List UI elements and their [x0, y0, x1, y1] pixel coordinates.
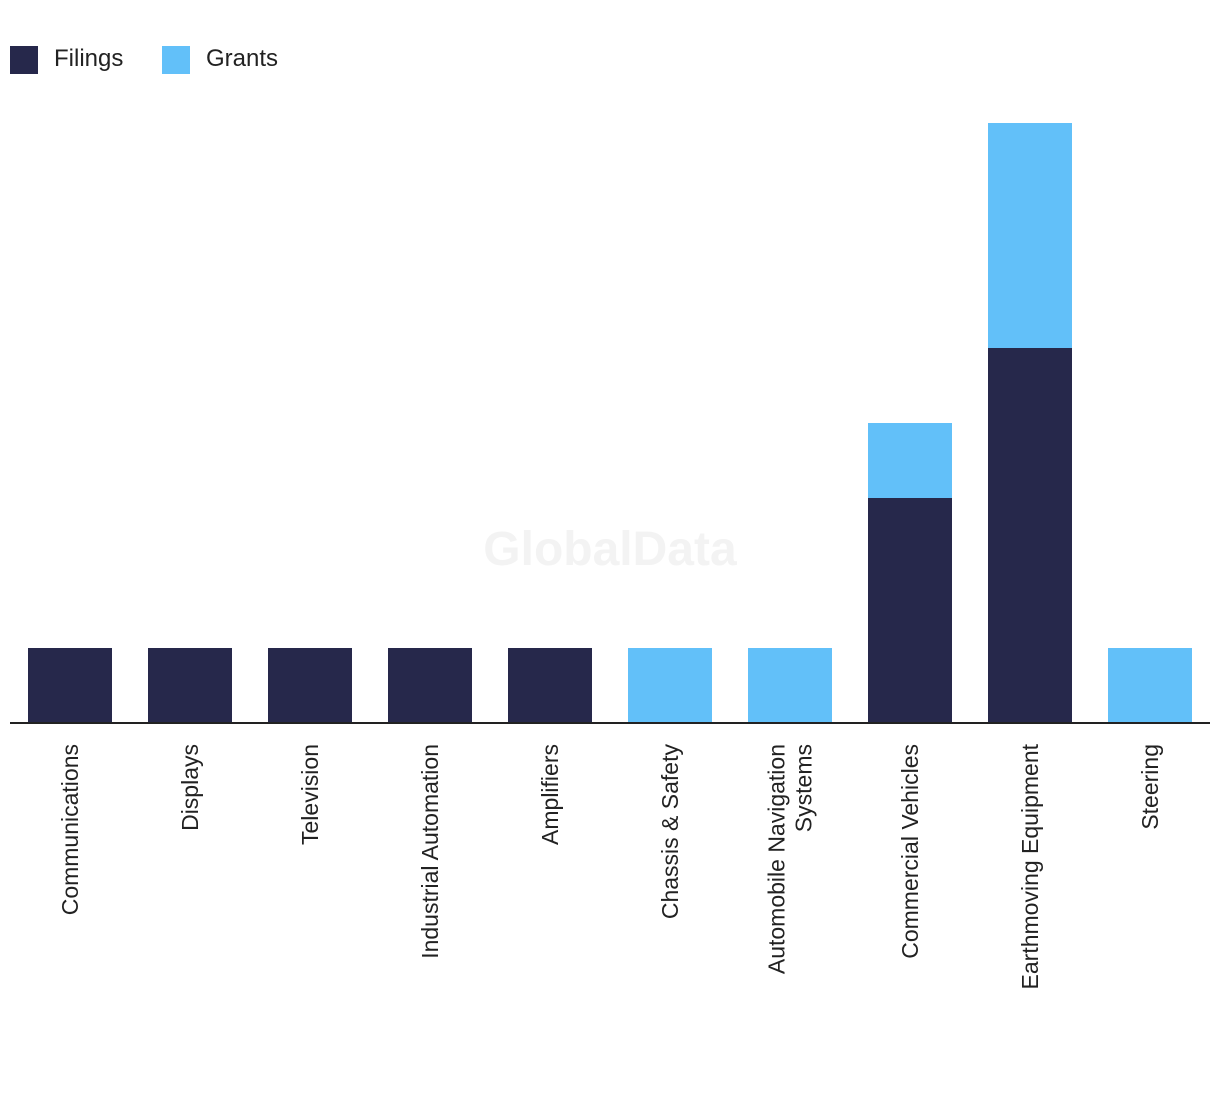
bar-filings-commercial-vehicles	[868, 498, 952, 723]
legend: Filings Grants	[10, 45, 278, 74]
bar-grants-chassis-and-safety	[628, 648, 712, 723]
bar-grants-commercial-vehicles	[868, 423, 952, 498]
x-tick-label-steering: Steering	[1137, 744, 1163, 830]
bar-filings-television	[268, 648, 352, 723]
legend-swatch-grants	[162, 46, 190, 74]
x-tick-label-earthmoving-equipment: Earthmoving Equipment	[1017, 743, 1043, 989]
bar-grants-steering	[1108, 648, 1192, 723]
legend-swatch-filings	[10, 46, 38, 74]
x-tick-label-amplifiers: Amplifiers	[537, 744, 563, 845]
bar-grants-automobile-navigation-systems	[748, 648, 832, 723]
x-tick-label-chassis-and-safety: Chassis & Safety	[657, 744, 683, 920]
bar-filings-amplifiers	[508, 648, 592, 723]
bar-filings-earthmoving-equipment	[988, 348, 1072, 723]
legend-label-grants: Grants	[206, 45, 278, 72]
x-tick-labels: Communications Displays Television Industri…	[57, 743, 1163, 989]
bar-grants-earthmoving-equipment	[988, 123, 1072, 348]
watermark: GlobalData	[483, 523, 737, 576]
x-tick-label-commercial-vehicles: Commercial Vehicles	[897, 744, 923, 959]
bar-filings-communications	[28, 648, 112, 723]
x-tick-label-communications: Communications	[57, 744, 83, 915]
bar-filings-displays	[148, 648, 232, 723]
x-tick-label-television: Television	[297, 744, 323, 845]
x-tick-label-displays: Displays	[177, 744, 203, 831]
x-tick-label-automobile-navigation-systems: Automobile NavigationSystems	[764, 744, 817, 974]
x-tick-label-industrial-automation: Industrial Automation	[417, 744, 443, 959]
bars-group	[28, 123, 1192, 723]
bar-filings-industrial-automation	[388, 648, 472, 723]
legend-label-filings: Filings	[54, 45, 123, 72]
